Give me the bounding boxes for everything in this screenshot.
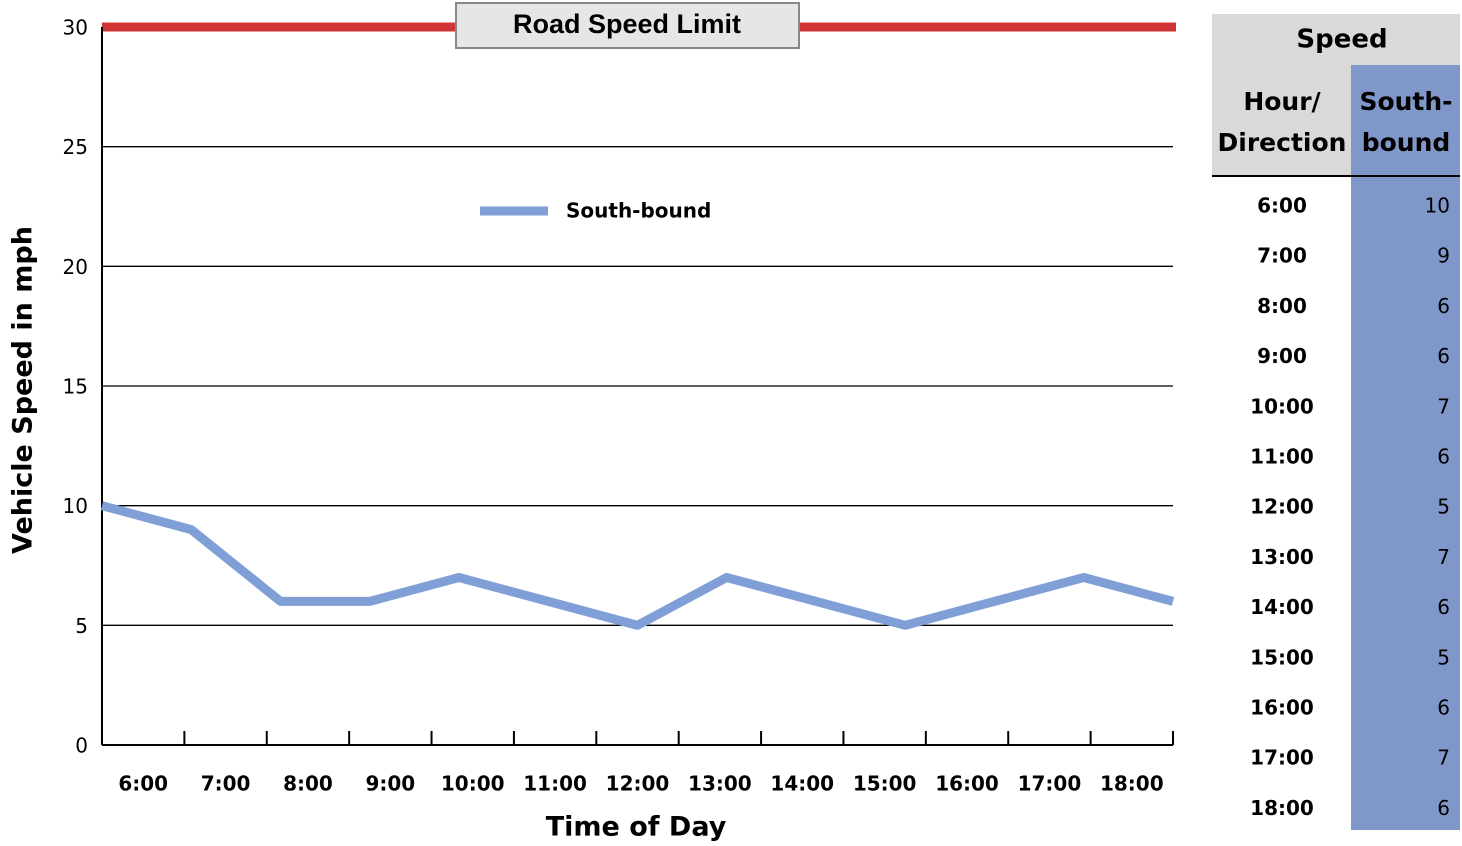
row-value: 6 bbox=[1437, 796, 1450, 820]
x-tick-label: 10:00 bbox=[441, 772, 505, 796]
row-value: 7 bbox=[1437, 746, 1450, 770]
row-value: 10 bbox=[1425, 194, 1450, 218]
x-tick-label: 17:00 bbox=[1018, 772, 1082, 796]
row-value: 6 bbox=[1437, 445, 1450, 469]
legend-label: South-bound bbox=[566, 199, 711, 223]
column-header: South-bound bbox=[1359, 87, 1452, 157]
x-tick-label: 13:00 bbox=[688, 772, 752, 796]
row-value: 5 bbox=[1437, 495, 1450, 519]
row-hour: 13:00 bbox=[1250, 545, 1314, 569]
row-hour: 17:00 bbox=[1250, 746, 1314, 770]
row-value: 6 bbox=[1437, 595, 1450, 619]
y-tick-label: 20 bbox=[63, 255, 88, 279]
row-hour: 6:00 bbox=[1257, 194, 1307, 218]
row-value: 5 bbox=[1437, 645, 1450, 669]
y-axis-label: Vehicle Speed in mph bbox=[8, 226, 39, 554]
row-hour: 15:00 bbox=[1250, 645, 1314, 669]
column-header: Hour/Direction bbox=[1218, 87, 1347, 157]
row-hour: 18:00 bbox=[1250, 796, 1314, 820]
column-highlight bbox=[1351, 65, 1460, 830]
row-value: 7 bbox=[1437, 394, 1450, 418]
x-tick-label: 7:00 bbox=[201, 772, 251, 796]
y-tick-label: 25 bbox=[63, 135, 88, 159]
row-value: 9 bbox=[1437, 244, 1450, 268]
row-hour: 14:00 bbox=[1250, 595, 1314, 619]
y-tick-label: 15 bbox=[63, 375, 88, 399]
x-tick-label: 8:00 bbox=[283, 772, 333, 796]
row-value: 6 bbox=[1437, 294, 1450, 318]
x-tick-label: 16:00 bbox=[935, 772, 999, 796]
x-tick-label: 14:00 bbox=[770, 772, 834, 796]
speed-limit-label: Road Speed Limit bbox=[513, 9, 741, 39]
y-tick-label: 10 bbox=[63, 494, 88, 518]
table-title: Speed bbox=[1296, 25, 1387, 55]
row-value: 7 bbox=[1437, 545, 1450, 569]
row-hour: 10:00 bbox=[1250, 394, 1314, 418]
y-tick-label: 5 bbox=[75, 614, 88, 638]
row-hour: 9:00 bbox=[1257, 344, 1307, 368]
row-hour: 11:00 bbox=[1250, 445, 1314, 469]
x-tick-label: 6:00 bbox=[118, 772, 168, 796]
row-hour: 7:00 bbox=[1257, 244, 1307, 268]
speed-limit-box bbox=[455, 2, 800, 49]
x-tick-label: 9:00 bbox=[365, 772, 415, 796]
x-tick-label: 12:00 bbox=[606, 772, 670, 796]
series-line bbox=[100, 501, 1175, 630]
x-axis-label: Time of Day bbox=[546, 812, 727, 843]
row-hour: 8:00 bbox=[1257, 294, 1307, 318]
x-tick-label: 11:00 bbox=[523, 772, 587, 796]
x-tick-label: 15:00 bbox=[853, 772, 917, 796]
y-tick-label: 30 bbox=[63, 16, 88, 40]
y-tick-label: 0 bbox=[75, 734, 88, 758]
row-value: 6 bbox=[1437, 696, 1450, 720]
x-tick-label: 18:00 bbox=[1100, 772, 1164, 796]
row-value: 6 bbox=[1437, 344, 1450, 368]
row-hour: 16:00 bbox=[1250, 696, 1314, 720]
row-hour: 12:00 bbox=[1250, 495, 1314, 519]
